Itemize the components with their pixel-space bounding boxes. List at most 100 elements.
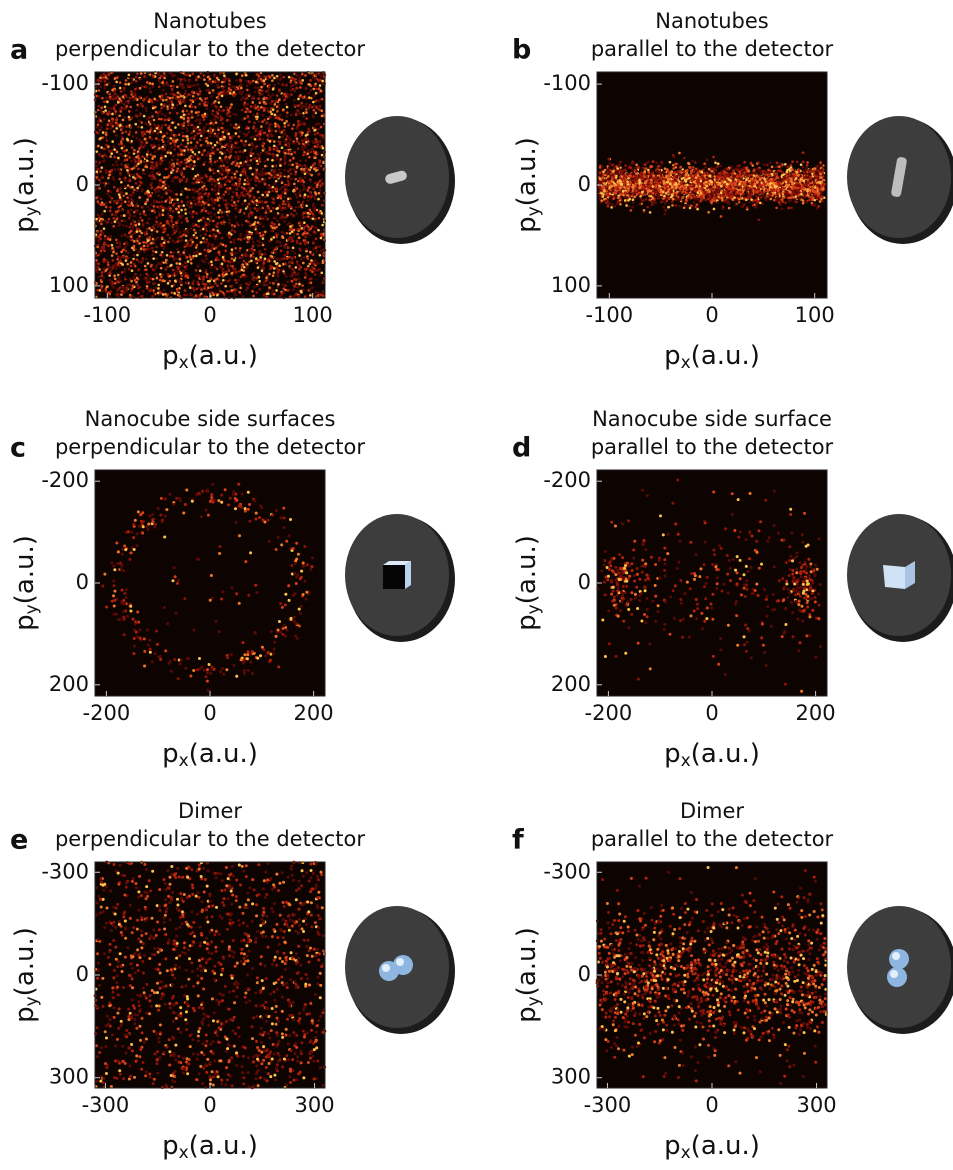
detector-hit — [262, 231, 265, 234]
detector-hit — [203, 128, 206, 131]
detector-hit — [162, 261, 165, 264]
detector-hit — [277, 285, 280, 288]
detector-hit — [167, 185, 170, 188]
detector-hit — [321, 98, 324, 101]
detector-hit — [292, 295, 295, 298]
detector-hit — [150, 233, 153, 236]
detector-hit — [301, 79, 304, 82]
detector-hit — [158, 212, 161, 215]
detector-hit — [168, 224, 171, 227]
detector-hit — [183, 230, 186, 233]
detector-hit — [300, 168, 303, 171]
detector-hit — [176, 86, 179, 89]
detector-hit — [302, 239, 305, 242]
detector-hit — [218, 232, 221, 235]
detector-hit — [178, 215, 181, 218]
detector-hit — [133, 254, 136, 257]
detector-hit — [238, 135, 241, 138]
detector-hit — [158, 201, 161, 204]
detector-hit — [169, 142, 172, 145]
detector-hit — [153, 291, 156, 294]
detector-hit — [279, 164, 282, 167]
detector-hit — [278, 223, 281, 226]
detector-hit — [126, 169, 129, 172]
detector-hit — [222, 275, 225, 278]
detector-hit — [118, 178, 121, 181]
detector-hit — [172, 155, 175, 158]
detector-hit — [296, 263, 299, 266]
detector-hit — [766, 164, 769, 167]
detector-hit — [98, 202, 101, 205]
detector-hit — [118, 97, 121, 100]
detector-hit — [103, 227, 106, 230]
detector-hit — [284, 192, 287, 195]
detector-hit — [102, 160, 105, 163]
detector-hit — [147, 123, 150, 126]
detector-hit — [221, 168, 224, 171]
detector-hit — [157, 236, 160, 239]
detector-hit — [161, 243, 164, 246]
detector-hit — [139, 230, 142, 233]
detector-hit — [121, 147, 124, 150]
detector-hit — [242, 295, 245, 298]
detector-hit — [315, 73, 318, 76]
detector-hit — [245, 289, 248, 292]
detector-hit — [215, 193, 218, 196]
detector-hit — [119, 205, 122, 208]
label-subscript: y — [22, 206, 42, 216]
detector-hit — [309, 278, 312, 281]
detector-hit — [256, 118, 259, 121]
detector-hit — [235, 192, 238, 195]
detector-hit — [161, 113, 164, 116]
detector-hit — [127, 283, 130, 286]
detector-hit — [259, 259, 262, 262]
detector-hit — [117, 209, 120, 212]
detector-hit — [247, 115, 250, 118]
detector-hit — [221, 87, 224, 90]
detector-hit — [213, 74, 216, 77]
detector-hit — [219, 138, 222, 141]
detector-hit — [138, 242, 141, 245]
detector-hit — [224, 250, 227, 253]
detector-hit — [268, 184, 271, 187]
detector-hit — [224, 167, 227, 170]
detector-hit — [257, 86, 260, 89]
detector-hit — [186, 158, 189, 161]
detector-hit — [207, 287, 210, 290]
detector-hit — [223, 89, 226, 92]
detector-hit — [143, 133, 146, 136]
detector-hit — [251, 277, 254, 280]
detector-hit — [180, 170, 183, 173]
detector-hit — [246, 126, 249, 129]
y-tick-label: 100 — [49, 273, 89, 297]
detector-hit — [158, 147, 161, 150]
detector-hit — [296, 241, 299, 244]
detector-hit — [200, 241, 203, 244]
detector-hit — [263, 79, 266, 82]
detector-hit — [188, 80, 191, 83]
detector-hit — [298, 164, 301, 167]
detector-hit — [174, 176, 177, 179]
detector-hit — [158, 139, 161, 142]
detector-hit — [107, 264, 110, 267]
detector-hit — [197, 177, 200, 180]
detector-hit — [190, 164, 193, 167]
detector-hit — [628, 205, 631, 208]
detector-hit — [314, 273, 317, 276]
detector-hit — [162, 273, 165, 276]
detector-hit — [802, 151, 805, 154]
detector-hit — [151, 253, 154, 256]
detector-hit — [218, 101, 221, 104]
detector-hit — [315, 87, 318, 90]
detector-hit — [289, 168, 292, 171]
detector-hit — [675, 204, 678, 207]
detector-hit — [200, 196, 203, 199]
detector-hit — [277, 212, 280, 215]
detector-hit — [166, 151, 169, 154]
detector-hit — [123, 185, 126, 188]
detector-hit — [136, 190, 139, 193]
detector-hit — [97, 95, 100, 98]
detector-hit — [211, 183, 214, 186]
detector-hit — [221, 81, 224, 84]
detector-hit — [173, 137, 176, 140]
